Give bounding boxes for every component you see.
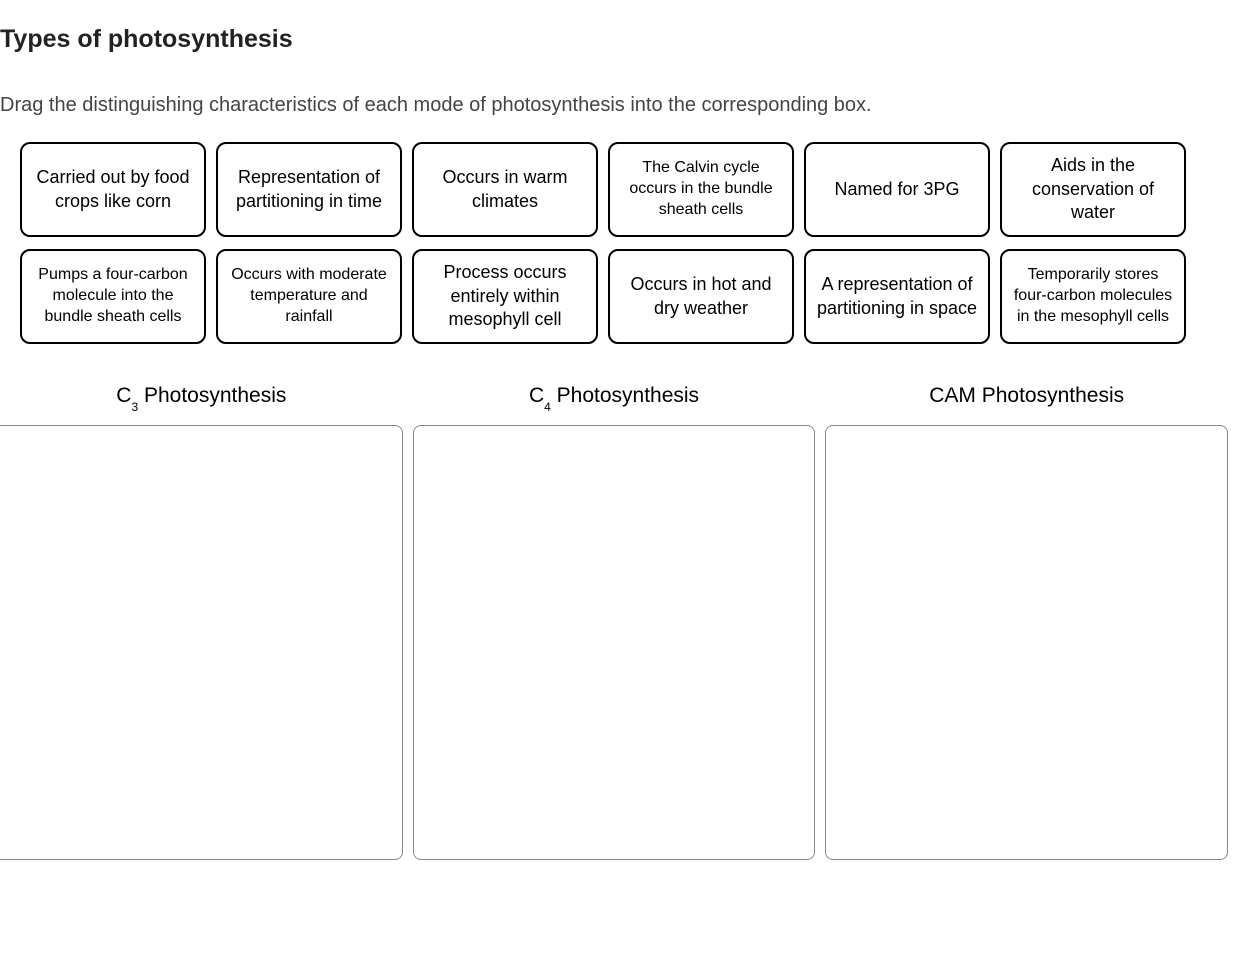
instructions-text: Drag the distinguishing characteristics … (0, 94, 1258, 117)
dropzones-container: C3 Photosynthesis C4 Photosynthesis CAM … (0, 384, 1258, 860)
draggable-card[interactable]: Named for 3PG (804, 142, 990, 237)
dropzone-wrapper-cam: CAM Photosynthesis (825, 384, 1228, 860)
dropzone-label-suffix: Photosynthesis (138, 384, 286, 407)
dropzone-label-c4: C4 Photosynthesis (529, 384, 699, 410)
dropzone-cam[interactable] (825, 425, 1228, 860)
page-title: Types of photosynthesis (0, 25, 1258, 54)
draggable-card[interactable]: Aids in the conservation of water (1000, 142, 1186, 237)
dropzone-label-suffix: Photosynthesis (551, 384, 699, 407)
dropzone-wrapper-c3: C3 Photosynthesis (0, 384, 403, 860)
draggable-card[interactable]: A representation of partitioning in spac… (804, 249, 990, 344)
dropzone-label-prefix: CAM Photosynthesis (929, 384, 1124, 407)
draggable-card[interactable]: The Calvin cycle occurs in the bundle sh… (608, 142, 794, 237)
draggable-card[interactable]: Temporarily stores four-carbon molecules… (1000, 249, 1186, 344)
dropzone-label-c3: C3 Photosynthesis (116, 384, 286, 410)
draggable-card[interactable]: Occurs in hot and dry weather (608, 249, 794, 344)
draggable-card[interactable]: Process occurs entirely within mesophyll… (412, 249, 598, 344)
draggable-cards-grid: Carried out by food crops like corn Repr… (0, 142, 1258, 344)
draggable-card[interactable]: Representation of partitioning in time (216, 142, 402, 237)
dropzone-label-sub: 3 (131, 400, 138, 414)
dropzone-label-prefix: C (529, 384, 544, 407)
dropzone-c4[interactable] (413, 425, 816, 860)
dropzone-label-cam: CAM Photosynthesis (929, 384, 1124, 410)
draggable-card[interactable]: Occurs in warm climates (412, 142, 598, 237)
dropzone-label-sub: 4 (544, 400, 551, 414)
draggable-card[interactable]: Pumps a four-carbon molecule into the bu… (20, 249, 206, 344)
dropzone-label-prefix: C (116, 384, 131, 407)
draggable-card[interactable]: Carried out by food crops like corn (20, 142, 206, 237)
draggable-card[interactable]: Occurs with moderate temperature and rai… (216, 249, 402, 344)
dropzone-wrapper-c4: C4 Photosynthesis (413, 384, 816, 860)
dropzone-c3[interactable] (0, 425, 403, 860)
